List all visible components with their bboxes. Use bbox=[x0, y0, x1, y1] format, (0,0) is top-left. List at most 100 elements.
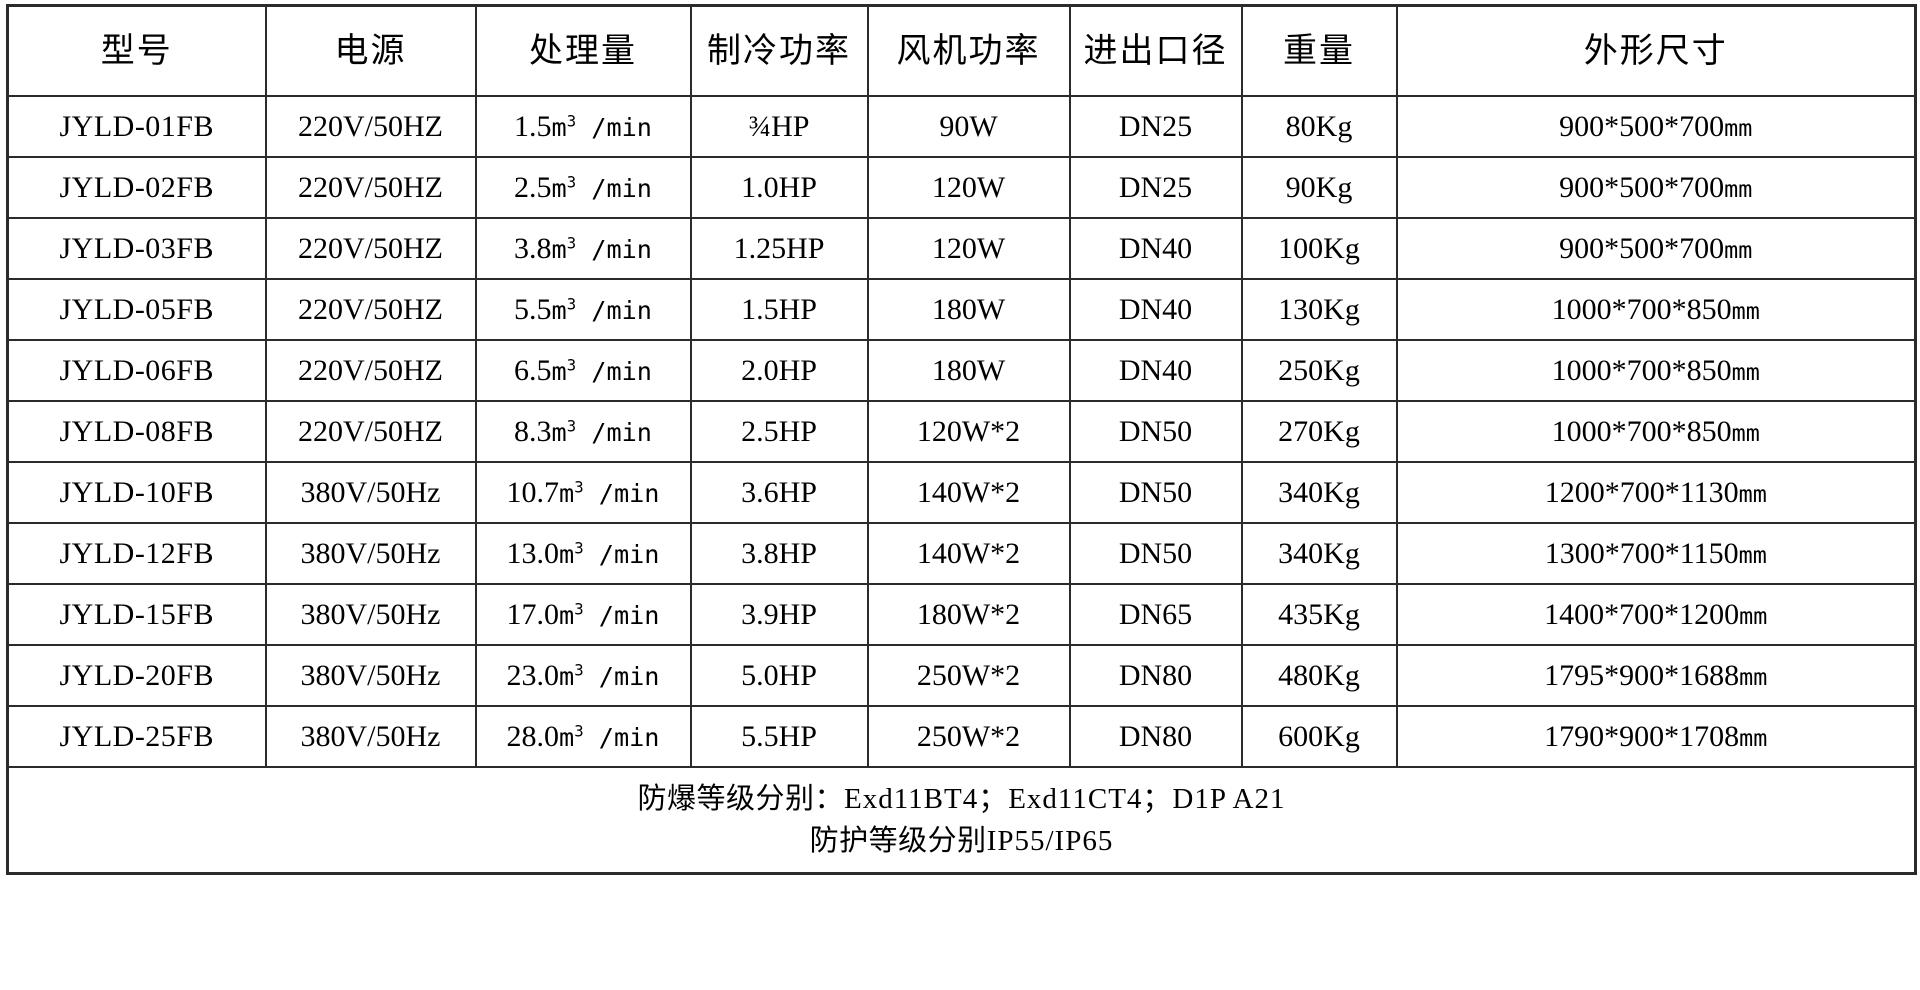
capacity-value: 28.0 bbox=[506, 719, 560, 753]
cell-power-supply: 380V/50Hz bbox=[264, 583, 477, 646]
cell-dimensions: 900*500*700mm bbox=[1395, 217, 1917, 280]
footer-note-explosion-grade: 防爆等级分别：Exd11BT4；Exd11CT4；D1P A21 bbox=[9, 778, 1914, 820]
capacity-value: 10.7 bbox=[506, 475, 560, 509]
capacity-value: 3.8 bbox=[514, 231, 552, 265]
column-header-power-supply: 电源 bbox=[264, 4, 477, 97]
dimensions-value: 1200*700*1130 bbox=[1544, 475, 1739, 509]
table-header: 型号 电源 处理量 制冷功率 风机功率 进出口径 重量 外形尺寸 bbox=[6, 4, 1917, 97]
dimensions-unit: mm bbox=[1731, 296, 1760, 325]
column-header-capacity: 处理量 bbox=[474, 4, 692, 97]
cell-fan-power: 120W bbox=[866, 156, 1071, 219]
cell-weight: 340Kg bbox=[1240, 522, 1398, 585]
capacity-value: 6.5 bbox=[514, 353, 552, 387]
cell-model: JYLD-06FB bbox=[6, 339, 267, 402]
cell-power-supply: 380V/50Hz bbox=[264, 705, 477, 768]
cell-capacity: 5.5m3 /min bbox=[474, 278, 692, 341]
capacity-unit: m3 /min bbox=[559, 722, 660, 752]
cell-port-diameter: DN25 bbox=[1068, 95, 1243, 158]
column-header-cooling-power: 制冷功率 bbox=[689, 4, 869, 97]
footer-note-explosion-value: Exd11BT4；Exd11CT4；D1P A21 bbox=[844, 782, 1286, 815]
cell-dimensions: 900*500*700mm bbox=[1395, 156, 1917, 219]
cell-cooling-power: 3.8HP bbox=[689, 522, 869, 585]
table-body: JYLD-01FB 220V/50HZ 1.5m3 /min ¾HP 90W DN25 80… bbox=[6, 95, 1917, 768]
cell-dimensions: 1400*700*1200mm bbox=[1395, 583, 1917, 646]
cell-power-supply: 220V/50HZ bbox=[264, 278, 477, 341]
footer-notes: 防爆等级分别：Exd11BT4；Exd11CT4；D1P A21 防护等级分别I… bbox=[6, 766, 1917, 875]
cell-power-supply: 220V/50HZ bbox=[264, 400, 477, 463]
capacity-unit: m3 /min bbox=[551, 173, 652, 203]
cell-capacity: 6.5m3 /min bbox=[474, 339, 692, 402]
cell-power-supply: 380V/50Hz bbox=[264, 644, 477, 707]
cell-port-diameter: DN40 bbox=[1068, 339, 1243, 402]
dimensions-unit: mm bbox=[1739, 662, 1768, 691]
capacity-value: 23.0 bbox=[506, 658, 560, 692]
table-footer: 防爆等级分别：Exd11BT4；Exd11CT4；D1P A21 防护等级分别I… bbox=[6, 766, 1917, 875]
cell-power-supply: 220V/50HZ bbox=[264, 339, 477, 402]
table-row: JYLD-03FB 220V/50HZ 3.8m3 /min 1.25HP 120W DN… bbox=[6, 217, 1917, 280]
cell-cooling-power: 1.25HP bbox=[689, 217, 869, 280]
cell-port-diameter: DN50 bbox=[1068, 400, 1243, 463]
cell-capacity: 17.0m3 /min bbox=[474, 583, 692, 646]
cell-dimensions: 1000*700*850mm bbox=[1395, 278, 1917, 341]
dimensions-unit: mm bbox=[1739, 723, 1768, 752]
table-row: JYLD-02FB 220V/50HZ 2.5m3 /min 1.0HP 120W DN2… bbox=[6, 156, 1917, 219]
dimensions-value: 900*500*700 bbox=[1559, 170, 1725, 204]
footer-note-protection-value: IP55/IP65 bbox=[986, 825, 1114, 857]
dimensions-value: 1300*700*1150 bbox=[1544, 536, 1739, 570]
cell-model: JYLD-03FB bbox=[6, 217, 267, 280]
table-row: JYLD-15FB 380V/50Hz 17.0m3 /min 3.9HP 180W*2… bbox=[6, 583, 1917, 646]
table-row: JYLD-12FB 380V/50Hz 13.0m3 /min 3.8HP 140W*2… bbox=[6, 522, 1917, 585]
cell-dimensions: 1790*900*1708mm bbox=[1395, 705, 1917, 768]
cell-model: JYLD-01FB bbox=[6, 95, 267, 158]
cell-capacity: 3.8m3 /min bbox=[474, 217, 692, 280]
cell-capacity: 13.0m3 /min bbox=[474, 522, 692, 585]
product-specification-table: 型号 电源 处理量 制冷功率 风机功率 进出口径 重量 外形尺寸 JYLD-01… bbox=[6, 4, 1917, 875]
capacity-unit: m3 /min bbox=[551, 112, 652, 142]
cell-capacity: 1.5m3 /min bbox=[474, 95, 692, 158]
table-row: JYLD-08FB 220V/50HZ 8.3m3 /min 2.5HP 120W*2 D… bbox=[6, 400, 1917, 463]
cell-fan-power: 250W*2 bbox=[866, 705, 1071, 768]
table-row: JYLD-10FB 380V/50Hz 10.7m3 /min 3.6HP 140W*2… bbox=[6, 461, 1917, 524]
dimensions-value: 1000*700*850 bbox=[1551, 414, 1732, 448]
capacity-unit: m3 /min bbox=[551, 234, 652, 264]
cell-cooling-power: ¾HP bbox=[689, 95, 869, 158]
cell-port-diameter: DN80 bbox=[1068, 705, 1243, 768]
column-header-weight: 重量 bbox=[1240, 4, 1398, 97]
cell-capacity: 2.5m3 /min bbox=[474, 156, 692, 219]
dimensions-unit: mm bbox=[1724, 235, 1753, 264]
cell-cooling-power: 1.0HP bbox=[689, 156, 869, 219]
cell-port-diameter: DN40 bbox=[1068, 278, 1243, 341]
cell-weight: 270Kg bbox=[1240, 400, 1398, 463]
capacity-value: 13.0 bbox=[506, 536, 560, 570]
footer-row: 防爆等级分别：Exd11BT4；Exd11CT4；D1P A21 防护等级分别I… bbox=[6, 766, 1917, 875]
column-header-port-diameter: 进出口径 bbox=[1068, 4, 1243, 97]
cell-dimensions: 1795*900*1688mm bbox=[1395, 644, 1917, 707]
dimensions-unit: mm bbox=[1724, 113, 1753, 142]
cell-weight: 80Kg bbox=[1240, 95, 1398, 158]
cell-power-supply: 220V/50HZ bbox=[264, 217, 477, 280]
cell-weight: 100Kg bbox=[1240, 217, 1398, 280]
cell-port-diameter: DN80 bbox=[1068, 644, 1243, 707]
footer-note-protection-grade: 防护等级分别IP55/IP65 bbox=[9, 820, 1914, 862]
cell-port-diameter: DN50 bbox=[1068, 522, 1243, 585]
table-row: JYLD-01FB 220V/50HZ 1.5m3 /min ¾HP 90W DN25 80… bbox=[6, 95, 1917, 158]
capacity-value: 17.0 bbox=[506, 597, 560, 631]
dimensions-value: 1000*700*850 bbox=[1551, 292, 1732, 326]
cell-dimensions: 900*500*700mm bbox=[1395, 95, 1917, 158]
cell-dimensions: 1200*700*1130mm bbox=[1395, 461, 1917, 524]
cell-model: JYLD-08FB bbox=[6, 400, 267, 463]
cell-capacity: 10.7m3 /min bbox=[474, 461, 692, 524]
dimensions-value: 1000*700*850 bbox=[1551, 353, 1732, 387]
cell-model: JYLD-05FB bbox=[6, 278, 267, 341]
cell-capacity: 28.0m3 /min bbox=[474, 705, 692, 768]
cell-dimensions: 1000*700*850mm bbox=[1395, 400, 1917, 463]
capacity-value: 1.5 bbox=[514, 109, 552, 143]
capacity-unit: m3 /min bbox=[551, 295, 652, 325]
cell-power-supply: 380V/50Hz bbox=[264, 461, 477, 524]
cell-fan-power: 120W bbox=[866, 217, 1071, 280]
capacity-value: 5.5 bbox=[514, 292, 552, 326]
cell-cooling-power: 5.5HP bbox=[689, 705, 869, 768]
cell-cooling-power: 5.0HP bbox=[689, 644, 869, 707]
cell-fan-power: 120W*2 bbox=[866, 400, 1071, 463]
cell-power-supply: 380V/50Hz bbox=[264, 522, 477, 585]
